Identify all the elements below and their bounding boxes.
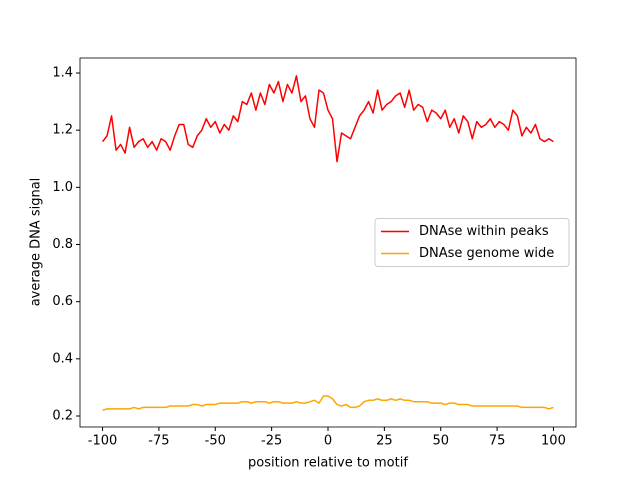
- y-tick-label: 1.0: [52, 180, 73, 195]
- legend-label: DNAse within peaks: [419, 224, 549, 239]
- y-tick-label: 1.4: [52, 66, 73, 81]
- x-axis-label: position relative to motif: [248, 456, 408, 471]
- x-tick-label: -75: [148, 434, 169, 449]
- x-tick-label: -100: [88, 434, 118, 449]
- x-tick-label: 0: [324, 434, 332, 449]
- data-line: [102, 395, 554, 411]
- y-tick-label: 0.2: [52, 408, 73, 423]
- y-tick-label: 1.2: [52, 123, 73, 138]
- y-tick-label: 0.8: [52, 237, 73, 252]
- legend-box: [374, 218, 570, 267]
- x-tick-label: -25: [261, 434, 282, 449]
- x-tick-label: 50: [432, 434, 449, 449]
- legend-label: DNAse genome wide: [419, 246, 554, 261]
- x-tick-label: 100: [541, 434, 566, 449]
- x-tick-label: 75: [489, 434, 506, 449]
- x-tick-label: 25: [376, 434, 393, 449]
- legend: DNAse within peaks DNAse genome wide: [374, 218, 570, 267]
- y-tick-label: 0.6: [52, 294, 73, 309]
- y-tick-label: 0.4: [52, 351, 73, 366]
- y-axis-label: average DNA signal: [29, 178, 44, 307]
- data-line: [101, 75, 554, 163]
- x-tick-label: -50: [205, 434, 226, 449]
